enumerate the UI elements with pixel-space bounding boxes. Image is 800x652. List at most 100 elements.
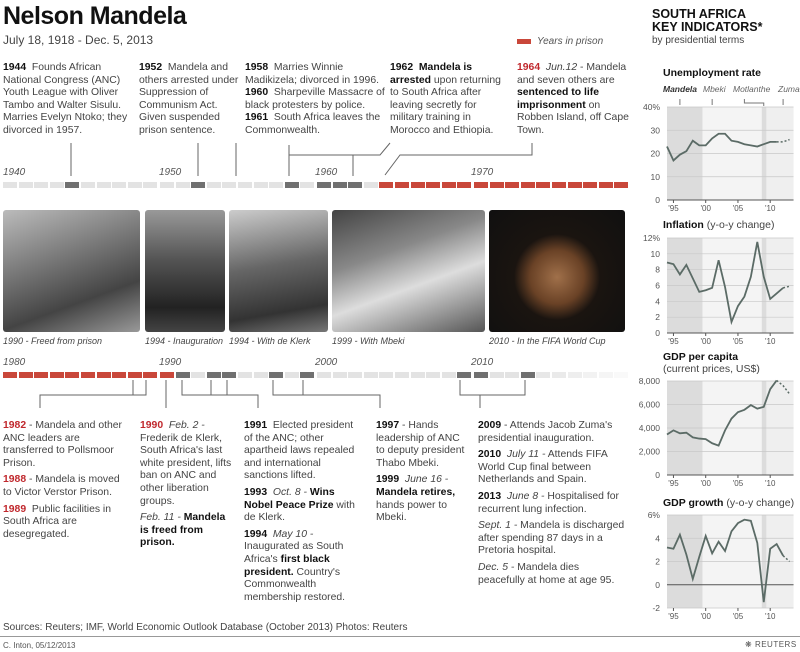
timeline-year	[238, 182, 253, 188]
timeline-year	[222, 182, 237, 188]
y-tick-label: 6%	[648, 510, 661, 520]
timeline-year	[379, 372, 394, 378]
timeline-year	[34, 182, 49, 188]
timeline-year	[426, 372, 441, 378]
timeline-year	[127, 182, 142, 188]
timeline-year	[81, 182, 96, 188]
photo-caption: 1990 - Freed from prison	[3, 336, 103, 346]
indicators-subtitle: by presidential terms	[652, 35, 745, 46]
timeline-year	[317, 372, 332, 378]
series-line	[666, 379, 778, 447]
event-1964: 1964 Jun.12 - Mandela and seven others a…	[517, 62, 629, 136]
timeline-year	[614, 372, 629, 378]
decade-label: 1970	[471, 167, 494, 178]
timeline-year-prison	[143, 372, 158, 378]
y-tick-label: 4	[655, 296, 660, 306]
chart-title-inflation: Inflation (y-o-y change)	[663, 219, 775, 231]
timeline-year-prison	[614, 182, 629, 188]
x-tick-label: '05	[733, 479, 744, 488]
timeline-year	[18, 182, 33, 188]
timeline-year-event	[191, 182, 206, 188]
x-tick-label: '10	[765, 204, 776, 213]
page-title: Nelson Mandela	[3, 2, 187, 30]
timeline-year-prison	[65, 372, 80, 378]
timeline-year	[505, 372, 520, 378]
y-tick-label: 8	[655, 265, 660, 275]
decade-label: 1990	[159, 357, 182, 368]
events-1991-1994: 1991 Elected president of the ANC; other…	[244, 420, 355, 603]
timeline-year-event	[474, 372, 489, 378]
photo-freed-from-prison	[3, 210, 140, 332]
timeline-year-prison	[96, 372, 111, 378]
timeline-year-prison	[567, 182, 582, 188]
timeline-year-prison	[598, 182, 613, 188]
timeline-year	[253, 372, 268, 378]
events-1980s: 1982 - Mandela and other ANC leaders are…	[3, 420, 123, 540]
timeline-year-event	[348, 182, 363, 188]
event-1958-1961: 1958 Marries Winnie Madikizela; divorced…	[245, 62, 385, 136]
timeline-year-prison	[395, 182, 410, 188]
timeline-year	[191, 372, 206, 378]
timeline-year	[160, 182, 175, 188]
timeline-year	[348, 372, 363, 378]
series-projection	[776, 379, 791, 395]
x-tick-label: '00	[700, 612, 711, 621]
y-tick-label: 8,000	[639, 376, 661, 386]
timeline-year-event	[206, 372, 221, 378]
y-tick-label: 10	[651, 172, 661, 182]
photo-fifa-world-cup	[489, 210, 625, 332]
x-tick-label: '95	[668, 612, 679, 621]
timeline-year	[598, 372, 613, 378]
x-tick-label: '00	[700, 204, 711, 213]
events-2009-2013: 2009 - Attends Jacob Zuma's presidential…	[478, 420, 625, 586]
timeline-year	[567, 372, 582, 378]
timeline-year-event	[317, 182, 332, 188]
timeline-year-prison	[520, 182, 535, 188]
x-tick-label: '00	[700, 337, 711, 346]
y-tick-label: 2	[655, 312, 660, 322]
chart-3: 6% 4 2 0 -2 '95 '00 '05 '10	[648, 510, 794, 621]
event-1952: 1952 Mandela and others arrested under S…	[139, 62, 239, 136]
timeline-year-prison	[112, 372, 127, 378]
timeline-year	[49, 182, 64, 188]
decade-label: 1960	[315, 167, 338, 178]
y-tick-label: 6	[655, 281, 660, 291]
series-line	[666, 518, 784, 603]
photo-caption: 1994 - Inauguration	[145, 336, 224, 346]
timeline-year-prison	[379, 182, 394, 188]
timeline-year	[363, 182, 378, 188]
photo-caption: 1994 - With de Klerk	[229, 336, 311, 346]
chart-title-unemployment: Unemployment rate	[663, 67, 762, 79]
timeline-year	[269, 182, 284, 188]
timeline-year-prison	[18, 372, 33, 378]
events-1997-1999: 1997 - Hands leadership of ANC to deputy…	[376, 420, 465, 524]
footer-divider	[0, 636, 800, 637]
event-1962: 1962 Mandela is arrested upon returning …	[390, 62, 501, 136]
y-tick-label: 12%	[643, 233, 660, 243]
timeline-year	[206, 182, 221, 188]
timeline-year	[253, 182, 268, 188]
y-tick-label: 40%	[643, 102, 660, 112]
timeline-year-prison	[410, 182, 425, 188]
timeline-year-event	[300, 372, 315, 378]
x-tick-label: '10	[765, 479, 776, 488]
prison-legend-swatch	[517, 39, 531, 44]
timeline-year-prison	[127, 372, 142, 378]
decade-label: 1940	[3, 167, 26, 178]
photo-with-mbeki	[332, 210, 485, 332]
x-tick-label: '95	[668, 337, 679, 346]
event-1944: 1944 Founds African National Congress (A…	[3, 62, 128, 136]
y-tick-label: 2,000	[639, 447, 661, 457]
timeline-year	[96, 182, 111, 188]
x-tick-label: '95	[668, 479, 679, 488]
timeline-year	[410, 372, 425, 378]
y-tick-label: 2	[655, 557, 660, 567]
y-tick-label: 0	[655, 580, 660, 590]
series-line	[666, 132, 777, 162]
timeline-year	[536, 372, 551, 378]
timeline-year-prison	[49, 372, 64, 378]
sources: Sources: Reuters; IMF, World Economic Ou…	[3, 622, 408, 633]
prison-legend-label: Years in prison	[537, 36, 604, 47]
timeline-year	[363, 372, 378, 378]
x-tick-label: '10	[765, 337, 776, 346]
